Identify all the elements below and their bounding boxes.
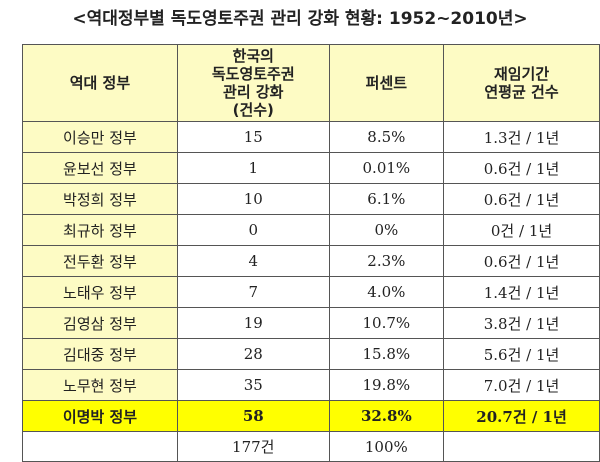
total-cases: 177건 xyxy=(176,431,330,462)
cell-cases: 35 xyxy=(176,369,330,401)
cell-cases: 10 xyxy=(176,183,330,215)
cell-cases: 15 xyxy=(176,121,330,153)
cell-cases: 19 xyxy=(176,307,330,339)
cell-cases: 0 xyxy=(176,214,330,246)
table-row: 윤보선 정부 1 0.01% 0.6건 / 1년 xyxy=(22,152,600,184)
cell-government: 김영삼 정부 xyxy=(22,307,178,339)
cell-percent: 32.8% xyxy=(328,400,445,432)
cell-government: 전두환 정부 xyxy=(22,245,178,277)
total-annual xyxy=(443,431,600,462)
header-government: 역대 정부 xyxy=(22,44,178,122)
cell-government: 이승만 정부 xyxy=(22,121,178,153)
table-row: 노태우 정부 7 4.0% 1.4건 / 1년 xyxy=(22,276,600,308)
cell-percent: 15.8% xyxy=(328,338,445,370)
header-cases-line2: 독도영토주권 xyxy=(211,65,295,83)
cell-percent: 8.5% xyxy=(328,121,445,153)
cell-percent: 10.7% xyxy=(328,307,445,339)
cell-annual: 1.4건 / 1년 xyxy=(443,276,600,308)
cell-percent: 2.3% xyxy=(328,245,445,277)
cell-government: 이명박 정부 xyxy=(22,400,178,432)
cell-percent: 4.0% xyxy=(328,276,445,308)
cell-annual: 5.6건 / 1년 xyxy=(443,338,600,370)
header-percent: 퍼센트 xyxy=(328,44,445,122)
cell-percent: 0.01% xyxy=(328,152,445,184)
table-row: 이승만 정부 15 8.5% 1.3건 / 1년 xyxy=(22,121,600,153)
cell-government: 노무현 정부 xyxy=(22,369,178,401)
table-total-row: 177건 100% xyxy=(22,431,600,462)
cell-annual: 1.3건 / 1년 xyxy=(443,121,600,153)
table-row-highlighted: 이명박 정부 58 32.8% 20.7건 / 1년 xyxy=(22,400,600,432)
cell-percent: 19.8% xyxy=(328,369,445,401)
cell-annual: 7.0건 / 1년 xyxy=(443,369,600,401)
cell-annual: 0건 / 1년 xyxy=(443,214,600,246)
cell-annual: 0.6건 / 1년 xyxy=(443,183,600,215)
total-government xyxy=(22,431,178,462)
cell-annual: 3.8건 / 1년 xyxy=(443,307,600,339)
cell-government: 윤보선 정부 xyxy=(22,152,178,184)
cell-government: 박정희 정부 xyxy=(22,183,178,215)
cell-cases: 1 xyxy=(176,152,330,184)
table-row: 최규하 정부 0 0% 0건 / 1년 xyxy=(22,214,600,246)
header-cases-line1: 한국의 xyxy=(232,47,274,65)
table-row: 노무현 정부 35 19.8% 7.0건 / 1년 xyxy=(22,369,600,401)
cell-percent: 0% xyxy=(328,214,445,246)
page-title: <역대정부별 독도영토주권 관리 강화 현황: 1952~2010년> xyxy=(72,9,528,29)
cell-annual: 0.6건 / 1년 xyxy=(443,245,600,277)
total-percent: 100% xyxy=(328,431,445,462)
table-row: 김대중 정부 28 15.8% 5.6건 / 1년 xyxy=(22,338,600,370)
header-annual: 재임기간 연평균 건수 xyxy=(443,44,600,122)
cell-government: 김대중 정부 xyxy=(22,338,178,370)
cell-government: 노태우 정부 xyxy=(22,276,178,308)
header-annual-line1: 재임기간 xyxy=(493,65,550,83)
cell-cases: 7 xyxy=(176,276,330,308)
header-annual-line2: 연평균 건수 xyxy=(484,83,559,101)
table-row: 김영삼 정부 19 10.7% 3.8건 / 1년 xyxy=(22,307,600,339)
header-cases-line3: 관리 강화 xyxy=(223,83,284,101)
cell-annual: 20.7건 / 1년 xyxy=(443,400,600,432)
cell-government: 최규하 정부 xyxy=(22,214,178,246)
table-row: 박정희 정부 10 6.1% 0.6건 / 1년 xyxy=(22,183,600,215)
table-header-row: 역대 정부 한국의 독도영토주권 관리 강화 (건수) 퍼센트 재임기간 연평균… xyxy=(22,44,600,122)
header-cases: 한국의 독도영토주권 관리 강화 (건수) xyxy=(176,44,330,122)
cell-cases: 4 xyxy=(176,245,330,277)
cell-cases: 28 xyxy=(176,338,330,370)
stats-table: 역대 정부 한국의 독도영토주권 관리 강화 (건수) 퍼센트 재임기간 연평균… xyxy=(22,44,600,462)
table-row: 전두환 정부 4 2.3% 0.6건 / 1년 xyxy=(22,245,600,277)
header-cases-line4: (건수) xyxy=(232,101,274,119)
cell-percent: 6.1% xyxy=(328,183,445,215)
cell-annual: 0.6건 / 1년 xyxy=(443,152,600,184)
cell-cases: 58 xyxy=(176,400,330,432)
